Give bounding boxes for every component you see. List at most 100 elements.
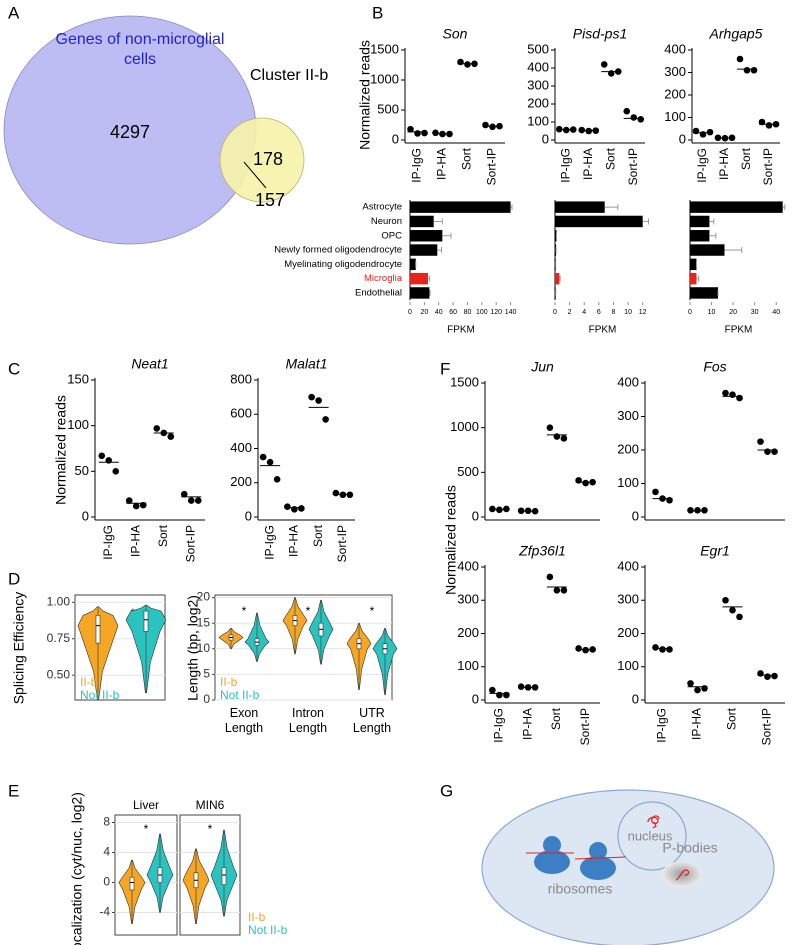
dot (637, 116, 645, 123)
diagram-label: ribosomes (548, 881, 613, 897)
y-tick-label: -4 (99, 905, 110, 919)
dot (284, 503, 291, 511)
venn-set (219, 117, 305, 203)
y-tick-label: 300 (617, 592, 639, 607)
x-tick-label: IP-HA (520, 708, 534, 740)
y-tick-label: 150 (67, 371, 89, 386)
bar (410, 272, 428, 285)
dot (758, 118, 766, 126)
y-tick-label: 0 (632, 508, 639, 523)
y-tick-label: 100 (527, 113, 549, 128)
dot (464, 61, 471, 68)
y-tick-label: 200 (617, 441, 639, 456)
x-tick-label: 20 (729, 309, 737, 316)
panel-label: A (8, 3, 20, 22)
dot (722, 596, 729, 604)
dot (167, 433, 175, 440)
panel-label: G (440, 781, 453, 800)
significance-star: * (242, 604, 247, 618)
x-axis-label: FPKM (725, 325, 753, 336)
dot (489, 686, 496, 694)
bar (410, 201, 511, 213)
dot (578, 126, 586, 134)
x-tick-label: IP-HA (690, 708, 704, 740)
dot (582, 646, 589, 654)
dot (496, 691, 503, 699)
dot (575, 645, 582, 652)
x-tick-label: IP-HA (717, 148, 731, 180)
dot (266, 458, 274, 466)
cell (481, 789, 775, 945)
set-label: Cluster II-b (250, 67, 328, 84)
y-tick-label: 300 (457, 592, 479, 607)
legend-entry: Not II-b (80, 688, 120, 702)
dot (764, 673, 771, 681)
dot (322, 416, 329, 423)
dot (575, 477, 582, 484)
leader-line (243, 161, 267, 189)
dot (291, 505, 298, 513)
category-label: Newly formed oligodendrocyte (274, 245, 402, 256)
y-tick-label: 1000 (370, 71, 399, 86)
x-tick-label: 0 (688, 309, 692, 316)
x-tick-label: Sort (603, 147, 617, 170)
dot (701, 507, 708, 514)
panel-label: B (372, 3, 383, 22)
category-label: Myelinating oligodendrocyte (284, 259, 402, 270)
dot (339, 491, 347, 499)
y-tick-label: 0.50 (47, 667, 71, 681)
facet-label: Liver (133, 798, 159, 812)
dot (132, 502, 140, 510)
bar (410, 287, 430, 299)
legend-entry: II-b (220, 675, 238, 689)
x-tick-label: 6 (597, 309, 601, 316)
dot (332, 489, 340, 497)
rna-squiggle (647, 815, 660, 829)
plot-title: Son (443, 26, 468, 42)
ribosome-large (534, 850, 570, 874)
dot (259, 453, 267, 461)
plot-title: Arhgap5 (709, 26, 763, 42)
y-tick-label: 100 (457, 658, 479, 673)
dot (482, 121, 489, 129)
x-tick-label: 8 (612, 309, 616, 316)
x-tick-label: Sort-IP (760, 708, 774, 745)
x-tick-label: Sort-IP (183, 525, 197, 562)
dot (729, 606, 736, 614)
dot (743, 66, 751, 74)
dot (706, 128, 714, 136)
y-tick-label: 400 (617, 374, 639, 389)
y-tick-label: 0 (203, 692, 210, 706)
dot (180, 490, 188, 498)
dot (687, 680, 694, 687)
y-tick-label: 5 (203, 667, 210, 681)
y-tick-label: 0 (82, 508, 89, 523)
plot-title: Neat1 (131, 356, 168, 372)
x-tick-label: IP-IgG (655, 708, 669, 743)
x-tick-label: Sort (156, 524, 170, 547)
y-tick-label: 100 (67, 417, 89, 432)
x-tick-label: 10 (624, 309, 632, 316)
dot (750, 66, 758, 74)
x-axis-label: FPKM (447, 325, 475, 336)
dot (489, 123, 496, 131)
mrna (574, 856, 627, 860)
dot (298, 505, 305, 512)
dot (421, 129, 428, 137)
plot-title: Fos (703, 359, 726, 375)
y-tick-label: 500 (457, 464, 479, 479)
y-tick-label: 0 (632, 691, 639, 706)
dot (666, 646, 673, 653)
y-tick-label: 200 (617, 625, 639, 640)
count-label: 4297 (110, 122, 150, 142)
x-tick-label: IP-IgG (558, 148, 572, 183)
y-tick-label: 0 (679, 131, 686, 146)
x-tick-label: Sort-IP (626, 148, 640, 185)
dot (736, 394, 743, 402)
y-tick-label: 100 (617, 658, 639, 673)
dot (546, 424, 554, 431)
x-tick-label: 20 (420, 309, 428, 316)
y-tick-label: 1500 (450, 374, 479, 389)
y-tick-label: 200 (457, 625, 479, 640)
bar (410, 244, 438, 256)
